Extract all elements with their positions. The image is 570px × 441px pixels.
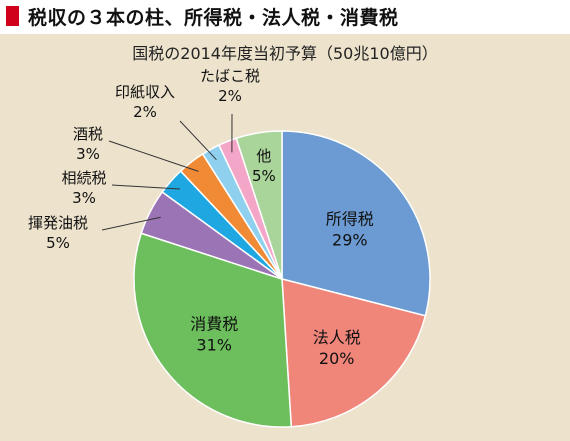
pie-slice xyxy=(133,232,293,428)
slice-value: 3% xyxy=(72,189,96,207)
slice-label: 揮発油税 xyxy=(28,214,88,232)
slice-value: 5% xyxy=(46,234,70,252)
pie-slice xyxy=(281,278,427,428)
slice-label: 所得税 xyxy=(326,209,374,228)
title-marker xyxy=(6,6,19,26)
slice-label: 法人税 xyxy=(313,328,361,347)
slice-value: 5% xyxy=(252,167,276,185)
pie-slice xyxy=(235,130,283,280)
slice-value: 31% xyxy=(196,336,232,355)
leader-line xyxy=(101,216,161,231)
slice-label: 酒税 xyxy=(73,125,103,143)
pie-slices xyxy=(133,130,431,428)
chart-title: 国税の2014年度当初予算（50兆10億円） xyxy=(132,44,438,63)
slice-label: たばこ税 xyxy=(200,67,260,85)
page-title: 税収の３本の柱、所得税・法人税・消費税 xyxy=(28,7,399,29)
header-bar: 税収の３本の柱、所得税・法人税・消費税 xyxy=(0,0,570,34)
slice-label: 消費税 xyxy=(190,315,238,334)
slice-value: 29% xyxy=(332,230,368,249)
slice-value: 20% xyxy=(319,349,355,368)
leader-line xyxy=(111,184,180,190)
slice-value: 2% xyxy=(133,103,157,121)
slice-label: 印紙収入 xyxy=(115,83,175,101)
slice-label: 相続税 xyxy=(61,169,106,187)
slice-value: 2% xyxy=(218,87,242,105)
leader-line xyxy=(108,140,199,172)
pie-labels: 所得税 29% 法人税 20% 消費税 31% 揮発油税 5% 相続税 3% 酒税 3% 印紙収入 2% た… xyxy=(28,67,374,368)
leader-line xyxy=(179,120,217,161)
slice-label: 他 xyxy=(256,147,271,165)
pie-slice xyxy=(281,130,431,317)
slice-value: 3% xyxy=(76,145,100,163)
